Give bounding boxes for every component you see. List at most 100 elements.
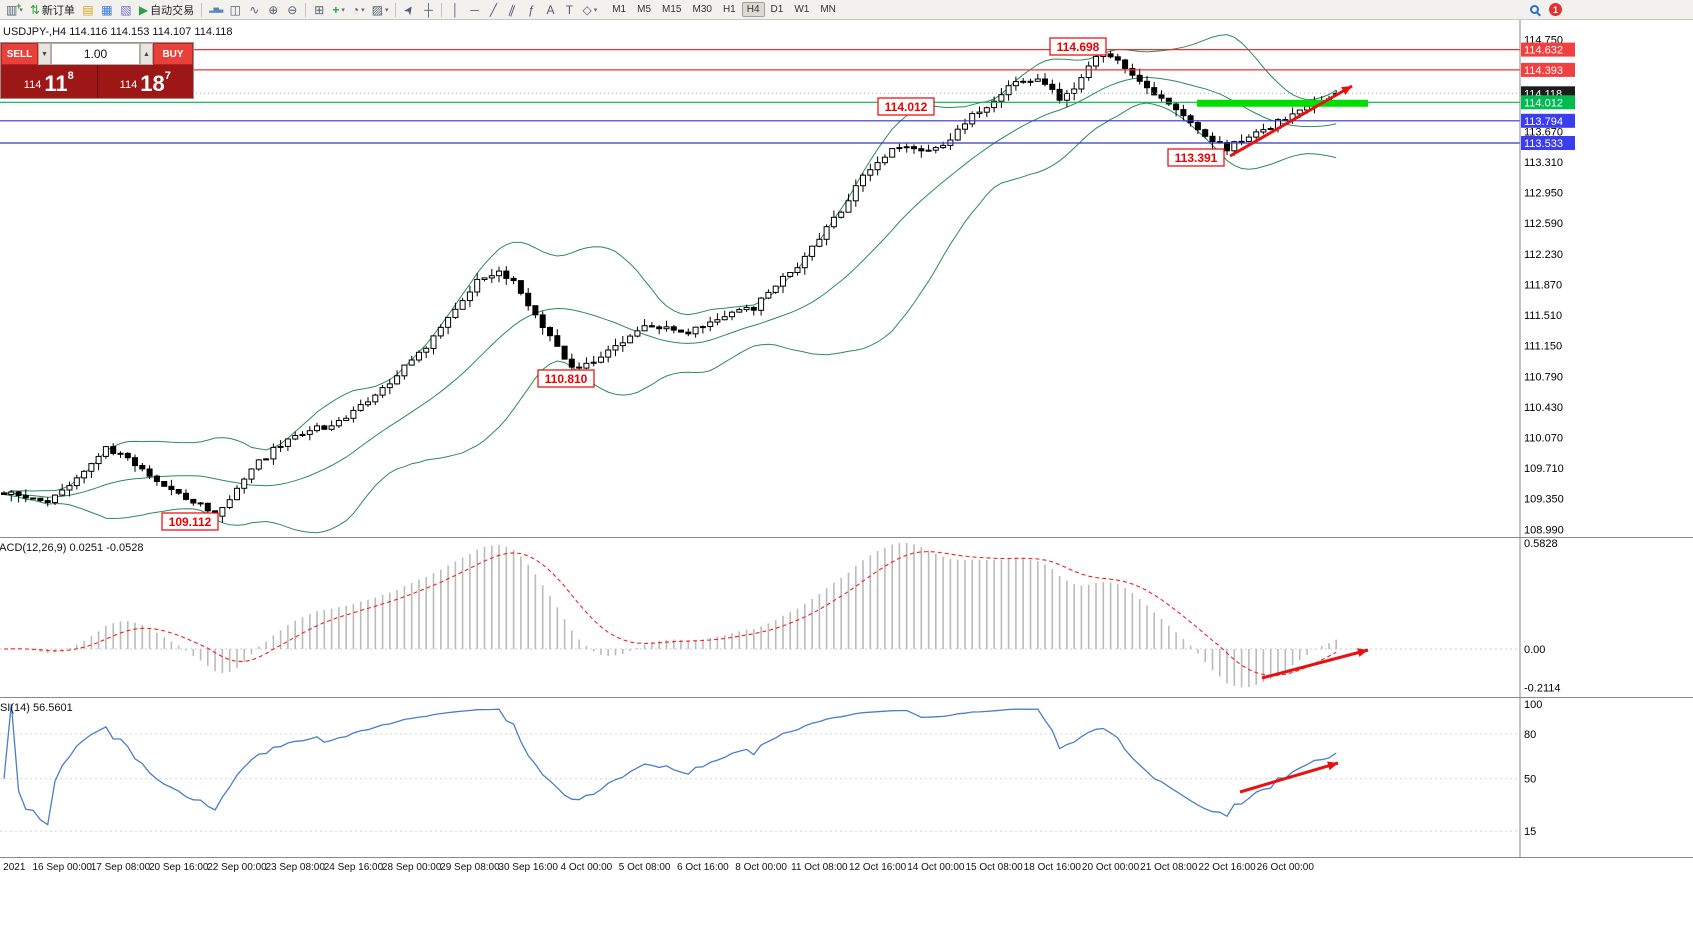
timeframe-m15[interactable]: M15: [662, 4, 682, 15]
macd-signal-line: [3, 551, 1337, 677]
horizontal-line-button[interactable]: ─: [465, 1, 483, 19]
svg-text:113.670: 113.670: [1524, 126, 1563, 138]
volume-input[interactable]: [51, 43, 140, 65]
time-label: 28 Sep 00:00: [381, 862, 442, 873]
chevron-down-icon: ▾: [384, 6, 389, 14]
trade-price-row: 114 11 8 114 18 7: [1, 65, 193, 98]
cursor-button[interactable]: ➤: [400, 1, 418, 19]
svg-text:112.230: 112.230: [1524, 249, 1563, 261]
timeframe-m30[interactable]: M30: [692, 4, 712, 15]
sell-price-prefix: 114: [23, 79, 42, 91]
fibonacci-button[interactable]: ƒ: [522, 1, 540, 19]
new-order-label: 新订单: [41, 4, 75, 17]
macd-axis[interactable]: 0.5828 0.00 -0.2114: [1524, 538, 1561, 695]
new-order-button[interactable]: ⇅ 新订单: [27, 1, 78, 19]
macd-header: MACD(12,26,9) 0.0251 -0.0528: [0, 542, 144, 554]
indicators-button[interactable]: + ▾: [329, 1, 348, 19]
macd-panel[interactable]: 0.5828 0.00 -0.2114 MACD(12,26,9) 0.0251 -…: [0, 537, 1693, 698]
timeframe-m5[interactable]: M5: [637, 4, 652, 15]
macd-canvas[interactable]: 0.5828 0.00 -0.2114: [0, 538, 1693, 698]
horizontal-level-lines[interactable]: [0, 49, 1520, 144]
timeframe-h1[interactable]: H1: [722, 4, 736, 15]
crosshair-icon: ┼: [424, 2, 433, 17]
bollinger-upper-line: [3, 34, 1337, 495]
svg-text:111.870: 111.870: [1524, 280, 1562, 292]
svg-text:100: 100: [1524, 699, 1542, 711]
channel-icon: ∥: [507, 1, 518, 18]
volume-decrease-button[interactable]: ▼: [38, 43, 51, 65]
text-label-button[interactable]: T: [560, 1, 578, 19]
toolbar-separator: [201, 2, 203, 17]
time-label: 12 Oct 16:00: [848, 862, 907, 873]
bollinger-bands: [3, 34, 1337, 534]
line-chart-button[interactable]: ∿: [245, 1, 263, 19]
chevron-down-icon: ▾: [361, 6, 365, 14]
tile-windows-button[interactable]: ⊞: [310, 1, 328, 19]
svg-text:50: 50: [1524, 774, 1536, 786]
bar-chart-button[interactable]: ▂▅▃: [206, 1, 225, 19]
timeframe-w1[interactable]: W1: [794, 4, 810, 15]
text-label-icon: T: [565, 2, 574, 17]
sell-price-display[interactable]: 114 11 8: [1, 65, 97, 98]
timeframe-mn[interactable]: MN: [820, 4, 836, 15]
text-button[interactable]: A: [541, 1, 559, 19]
chart-ohlc-title: USDJPY-,H4 114.116 114.153 114.107 114.1…: [3, 26, 233, 38]
time-label: 23 Sep 08:00: [265, 862, 325, 873]
data-window-button[interactable]: ▦: [98, 1, 116, 19]
timeframe-d1[interactable]: D1: [770, 4, 784, 15]
candlestick-chart-button[interactable]: ◫: [226, 1, 244, 19]
rsi-axis[interactable]: 100 80 50 15: [1524, 699, 1542, 838]
periods-button[interactable]: ◔ ▾: [349, 1, 368, 19]
svg-text:-0.2114: -0.2114: [1524, 682, 1561, 694]
trend-arrow[interactable]: [1261, 648, 1369, 680]
svg-text:111.150: 111.150: [1524, 341, 1562, 353]
timeframe-h4[interactable]: H4: [741, 2, 765, 17]
time-label: 20 Sep 16:00: [148, 862, 209, 873]
vertical-line-button[interactable]: │: [446, 1, 464, 19]
sell-button[interactable]: SELL: [1, 43, 38, 65]
buy-price-display[interactable]: 114 18 7: [98, 65, 194, 98]
zoom-out-button[interactable]: ⊖: [283, 1, 301, 19]
new-order-icon: ⇅: [29, 2, 40, 17]
svg-text:114.698: 114.698: [1057, 40, 1100, 54]
market-watch-button[interactable]: ▤: [79, 1, 97, 19]
cursor-icon: ➤: [400, 1, 419, 18]
navigator-button[interactable]: ▧: [117, 1, 135, 19]
volume-increase-button[interactable]: ▲: [140, 43, 153, 65]
svg-text:109.350: 109.350: [1524, 494, 1564, 506]
new-chart-icon: ▥ +: [6, 0, 22, 17]
time-label: 14 Oct 00:00: [907, 862, 965, 873]
toolbar-right-group: 1: [1525, 1, 1562, 19]
notification-badge[interactable]: 1: [1549, 3, 1562, 16]
crosshair-button[interactable]: ┼: [419, 1, 437, 19]
fibonacci-icon: ƒ: [528, 2, 535, 17]
buy-button[interactable]: BUY: [153, 43, 193, 65]
main-chart-panel[interactable]: 114.698 114.012 113.391 110.810 109.112 114.7…: [0, 20, 1693, 537]
svg-text:80: 80: [1524, 729, 1536, 741]
new-chart-button[interactable]: ▥ + ▾: [3, 1, 26, 19]
zoom-in-button[interactable]: ⊕: [264, 1, 282, 19]
svg-text:110.790: 110.790: [1524, 371, 1563, 383]
auto-trading-button[interactable]: ▶ 自动交易: [136, 1, 197, 19]
svg-text:111.510: 111.510: [1524, 310, 1562, 322]
price-callouts[interactable]: 114.698 114.012 113.391 110.810 109.112: [161, 37, 1225, 531]
svg-text:112.590: 112.590: [1524, 218, 1563, 230]
svg-text:110.070: 110.070: [1524, 433, 1563, 445]
trend-arrow[interactable]: [1239, 761, 1339, 794]
toolbar-separator: [441, 2, 443, 17]
shapes-button[interactable]: ◇ ▾: [579, 1, 600, 19]
rsi-canvas[interactable]: 100 80 50 15: [0, 698, 1693, 858]
candlestick-icon: ◫: [229, 2, 241, 17]
templates-button[interactable]: ▨ ▾: [369, 1, 392, 19]
trend-arrow[interactable]: [1229, 84, 1353, 158]
time-label: 21 Oct 08:00: [1140, 862, 1198, 873]
search-button[interactable]: [1525, 1, 1543, 19]
line-chart-icon: ∿: [249, 2, 260, 17]
timeframe-m1[interactable]: M1: [612, 4, 627, 15]
trendline-button[interactable]: ╱: [484, 1, 502, 19]
price-axis[interactable]: 114.750113.670113.310112.950112.590112.2…: [1524, 35, 1564, 537]
rsi-panel[interactable]: 100 80 50 15 RSI(14) 56.5601: [0, 697, 1693, 858]
channel-button[interactable]: ∥: [503, 1, 521, 19]
